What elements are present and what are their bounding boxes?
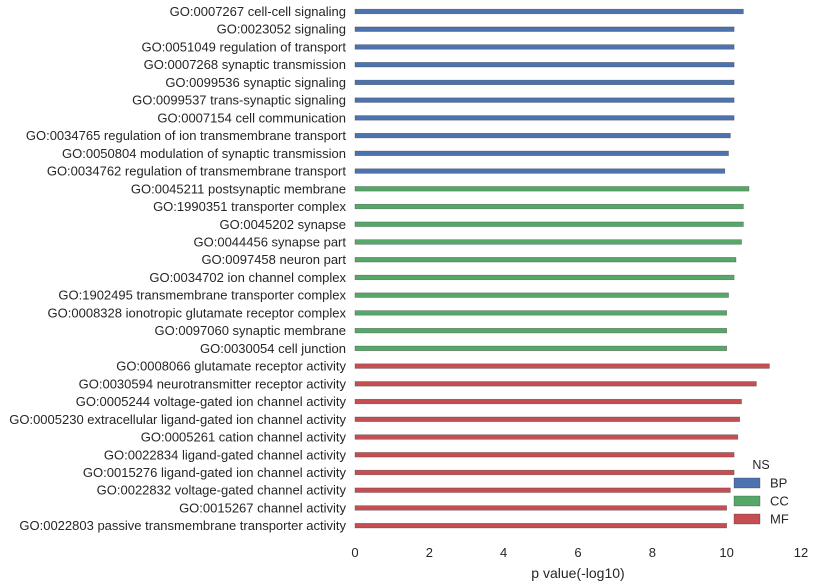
x-axis-title: p value(-log10) xyxy=(531,565,624,581)
bar-cc-15 xyxy=(354,274,735,281)
category-label: GO:0034702 ion channel complex xyxy=(149,270,346,285)
legend-label-mf: MF xyxy=(770,512,789,527)
legend-title: NS xyxy=(752,458,769,472)
category-label: GO:0051049 regulation of transport xyxy=(141,39,346,54)
legend-swatch-cc xyxy=(733,495,761,507)
bar-bp-4 xyxy=(354,79,735,86)
bar-cc-14 xyxy=(354,257,737,263)
category-label: GO:0097060 synaptic membrane xyxy=(155,323,347,338)
legend-swatch-bp xyxy=(733,477,761,489)
bar-mf-22 xyxy=(354,398,742,405)
x-tick-label: 12 xyxy=(794,545,808,560)
category-label: GO:0022834 ligand-gated channel activity xyxy=(104,447,347,462)
x-axis-ticks: 0 2 4 6 8 10 12 xyxy=(351,545,808,560)
category-label: GO:0045211 postsynaptic membrane xyxy=(131,181,346,196)
x-tick-label: 0 xyxy=(351,545,358,560)
bar-mf-23 xyxy=(354,416,740,422)
category-label: GO:0005261 cation channel activity xyxy=(141,430,347,445)
category-label: GO:0034765 regulation of ion transmembra… xyxy=(26,128,347,143)
bars-layer xyxy=(354,8,770,529)
category-label: GO:0015276 ligand-gated ion channel acti… xyxy=(83,465,347,480)
category-label: GO:0008328 ionotropic glutamate receptor… xyxy=(48,305,347,320)
bar-bp-0 xyxy=(354,8,744,15)
category-label: GO:0045202 synapse xyxy=(220,217,346,232)
bar-cc-16 xyxy=(354,292,729,298)
category-label: GO:0005230 extracellular ligand-gated io… xyxy=(9,412,346,427)
bar-mf-26 xyxy=(354,469,735,476)
category-label: GO:0005244 voltage-gated ion channel act… xyxy=(76,394,347,409)
x-tick-label: 8 xyxy=(649,545,656,560)
bar-cc-12 xyxy=(354,221,744,227)
category-label: GO:0007268 synaptic transmission xyxy=(144,57,346,72)
bar-bp-7 xyxy=(354,133,731,139)
bar-cc-18 xyxy=(354,328,727,334)
x-tick-label: 6 xyxy=(574,545,581,560)
legend: NS BP CC MF xyxy=(733,458,789,527)
x-tick-label: 2 xyxy=(426,545,433,560)
category-label: GO:0023052 signaling xyxy=(217,22,346,37)
category-label: GO:1990351 transporter complex xyxy=(153,199,346,214)
bar-bp-9 xyxy=(354,168,726,174)
bar-bp-3 xyxy=(354,62,735,68)
bar-bp-5 xyxy=(354,97,735,103)
x-tick-label: 4 xyxy=(500,545,507,560)
legend-swatch-mf xyxy=(733,513,761,525)
category-label: GO:0008066 glutamate receptor activity xyxy=(116,359,346,374)
bar-bp-2 xyxy=(354,44,735,50)
category-label: GO:0044456 synapse part xyxy=(194,234,347,249)
bar-cc-11 xyxy=(354,203,744,210)
category-label: GO:0099536 synaptic signaling xyxy=(165,75,346,90)
bar-mf-24 xyxy=(354,434,739,440)
category-label: GO:0007267 cell-cell signaling xyxy=(170,4,346,19)
category-label: GO:0030594 neurotransmitter receptor act… xyxy=(79,376,347,391)
bar-bp-8 xyxy=(354,150,729,156)
category-label: GO:0030054 cell junction xyxy=(200,341,346,356)
legend-label-cc: CC xyxy=(770,494,789,509)
bar-cc-10 xyxy=(354,186,750,192)
category-label: GO:0034762 regulation of transmembrane t… xyxy=(47,164,347,179)
category-labels: GO:0007267 cell-cell signaling GO:0023052… xyxy=(9,4,346,533)
category-label: GO:0050804 modulation of synaptic transm… xyxy=(62,146,346,161)
x-tick-label: 10 xyxy=(719,545,733,560)
category-label: GO:0022803 passive transmembrane transpo… xyxy=(19,518,346,533)
category-label: GO:0007154 cell communication xyxy=(157,110,346,125)
bar-mf-25 xyxy=(354,452,735,458)
bar-bp-1 xyxy=(354,26,735,32)
bar-mf-20 xyxy=(354,363,770,369)
category-label: GO:0097458 neuron part xyxy=(201,252,346,267)
bar-cc-13 xyxy=(354,239,742,245)
bar-mf-27 xyxy=(354,487,731,493)
category-label: GO:1902495 transmembrane transporter com… xyxy=(58,288,346,303)
bar-mf-21 xyxy=(354,381,757,387)
category-label: GO:0099537 trans-synaptic signaling xyxy=(132,93,346,108)
category-label: GO:0022832 voltage-gated channel activit… xyxy=(97,483,347,498)
bar-mf-28 xyxy=(354,505,727,511)
legend-label-bp: BP xyxy=(770,476,787,491)
bar-cc-19 xyxy=(354,345,727,351)
category-label: GO:0015267 channel activity xyxy=(179,500,346,515)
legend-entries: BP CC MF xyxy=(733,476,789,527)
bar-cc-17 xyxy=(354,310,727,316)
bar-bp-6 xyxy=(354,115,735,121)
bar-mf-29 xyxy=(354,523,727,529)
